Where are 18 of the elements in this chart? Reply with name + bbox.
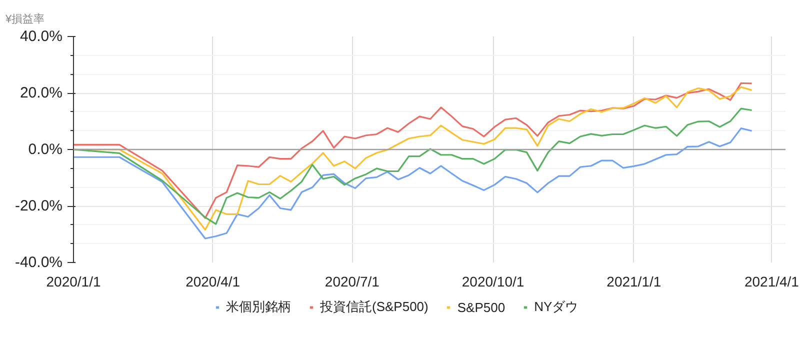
x-tick-label: 2020/7/1 <box>324 274 380 290</box>
x-tick-label: 2021/4/1 <box>744 274 800 290</box>
legend-label: S&P500 <box>457 300 506 314</box>
y-tick-label: -20.0% <box>14 198 63 214</box>
x-tick-label: 2020/1/1 <box>46 274 101 290</box>
x-tick-label: 2020/4/1 <box>186 274 240 290</box>
y-tick-label: 40.0% <box>20 28 63 45</box>
x-tick-label: 2021/1/1 <box>606 274 662 290</box>
y-axis-title: ¥損益率 <box>4 12 45 26</box>
y-tick-label: -40.0% <box>14 254 63 271</box>
y-tick-label: 20.0% <box>20 84 63 102</box>
x-tick-label: 2020/10/1 <box>462 274 524 290</box>
legend-label: 米個別銘柄 <box>226 298 291 316</box>
y-tick-label: 0.0% <box>28 141 63 158</box>
line-series <box>74 128 753 240</box>
legend-label: 投資信託(S&P500) <box>320 298 428 316</box>
legend-label: NYダウ <box>534 298 578 316</box>
line-series <box>74 108 753 225</box>
